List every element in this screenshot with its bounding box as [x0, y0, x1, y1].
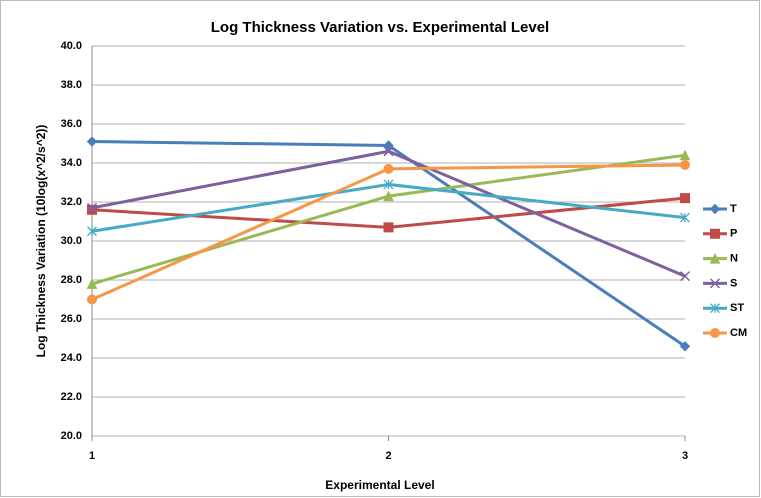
marker [383, 222, 394, 233]
legend-label: S [730, 277, 737, 289]
legend-label: ST [730, 302, 744, 314]
legend-marker [710, 228, 720, 239]
marker [86, 202, 98, 213]
marker [87, 294, 97, 305]
legend-marker [709, 278, 721, 289]
legend-label: CM [730, 327, 747, 339]
legend-marker [709, 252, 721, 264]
legend-marker [710, 328, 720, 338]
marker [680, 159, 690, 170]
y-tick-label: 36.0 [61, 118, 82, 130]
y-tick-label: 28.0 [61, 274, 82, 286]
y-tick-label: 38.0 [61, 79, 82, 91]
legend-entry: S [703, 277, 737, 289]
marker [383, 146, 394, 157]
marker [679, 149, 691, 161]
marker [679, 341, 691, 352]
y-axis-title: Log Thickness Variation (10log(x^2/s^2)) [34, 125, 48, 358]
legend-label: N [730, 253, 738, 265]
chart-title: Log Thickness Variation vs. Experimental… [211, 19, 549, 36]
marker [86, 136, 98, 147]
marker [679, 271, 691, 282]
legend-entry: T [703, 203, 737, 215]
y-tick-label: 20.0 [61, 430, 82, 442]
y-tick-label: 32.0 [61, 196, 82, 208]
legend-entry: P [703, 228, 737, 240]
marker [87, 226, 97, 237]
y-tick-label: 30.0 [61, 235, 82, 247]
marker [383, 190, 394, 202]
legend-label: T [730, 203, 737, 215]
legend-marker [709, 203, 721, 215]
x-tick-label: 3 [682, 450, 688, 462]
x-axis-title: Experimental Level [325, 478, 434, 492]
x-tick-label: 2 [385, 450, 391, 462]
y-tick-label: 22.0 [61, 391, 82, 403]
legend-entry: N [703, 253, 738, 265]
marker [680, 212, 690, 223]
y-tick-label: 40.0 [61, 40, 82, 52]
marker [680, 193, 690, 204]
marker [86, 278, 98, 289]
marker [383, 179, 394, 190]
legend-entry: ST [703, 302, 744, 314]
x-tick-label: 1 [89, 450, 95, 462]
legend-label: P [730, 228, 737, 240]
y-tick-label: 26.0 [61, 313, 82, 325]
legend-entry: CM [703, 327, 747, 339]
marker [383, 163, 394, 174]
legend-marker [710, 303, 720, 314]
y-tick-label: 34.0 [61, 157, 82, 169]
y-tick-label: 24.0 [61, 352, 82, 364]
